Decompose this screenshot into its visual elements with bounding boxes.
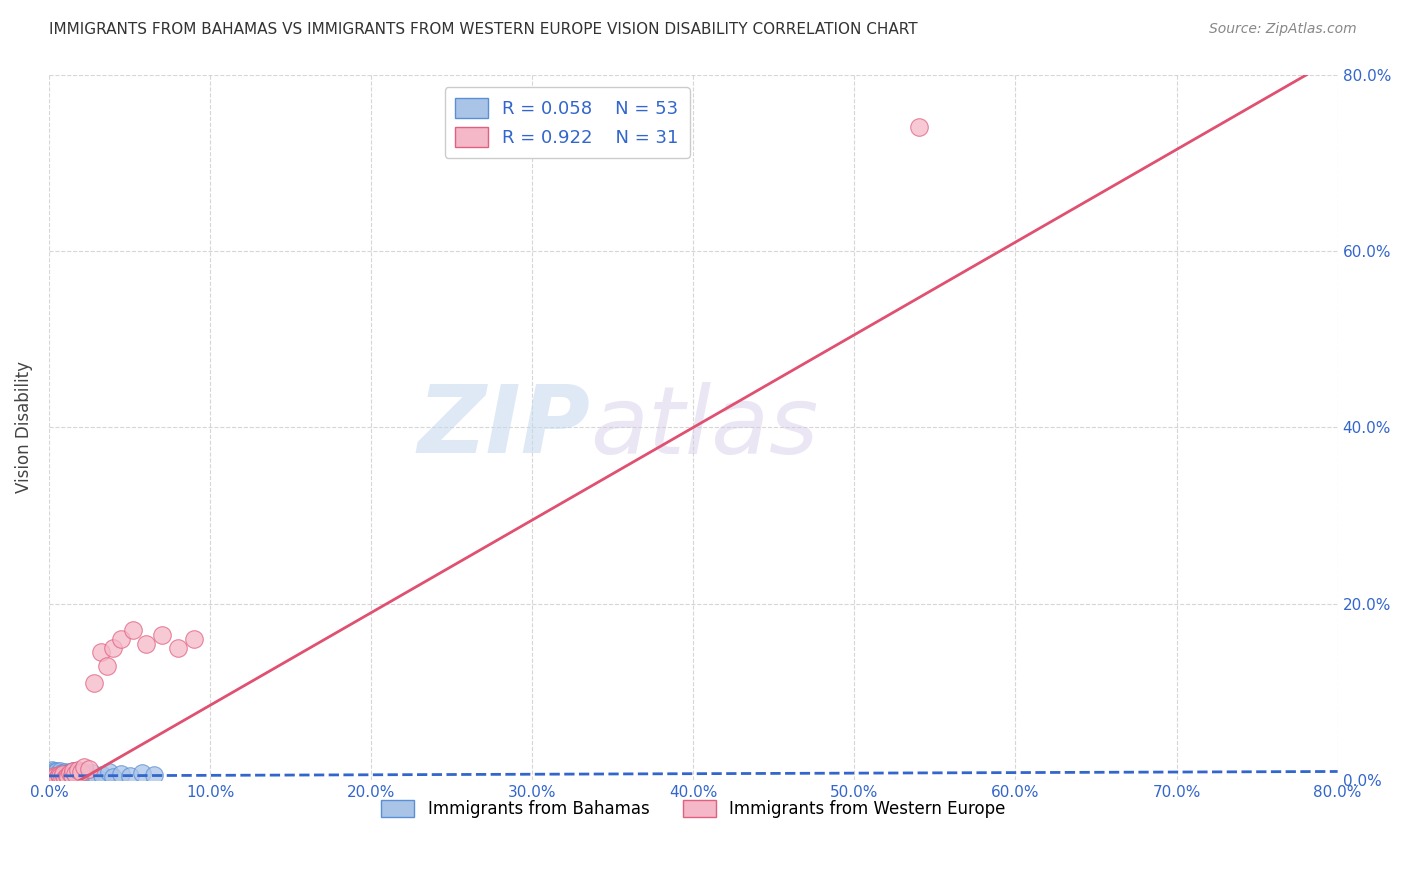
Point [42,766,65,780]
Point [70,765,93,780]
Point [42,764,65,779]
Point [48,770,70,784]
Point [121,624,143,638]
Point [52,767,75,781]
Point [65,769,87,783]
Point [118,769,141,783]
Point [48,766,70,780]
Point [135,636,157,650]
Point [166,640,188,655]
Point [48,768,70,782]
Point [58,770,80,784]
Point [72,765,94,780]
Legend: Immigrants from Bahamas, Immigrants from Western Europe: Immigrants from Bahamas, Immigrants from… [374,793,1012,825]
Point [82,766,104,780]
Text: Source: ZipAtlas.com: Source: ZipAtlas.com [1209,22,1357,37]
Point [55,769,77,783]
Point [97,765,120,780]
Point [62,764,84,779]
Point [49,764,72,779]
Point [91,768,114,782]
Point [60,771,83,785]
Point [62,764,84,779]
Point [44,768,66,782]
Point [73,770,96,784]
Point [908,120,931,135]
Point [55,769,77,783]
Text: IMMIGRANTS FROM BAHAMAS VS IMMIGRANTS FROM WESTERN EUROPE VISION DISABILITY CORR: IMMIGRANTS FROM BAHAMAS VS IMMIGRANTS FR… [49,22,918,37]
Point [63,767,86,781]
Point [51,769,73,783]
Point [44,765,66,780]
Point [59,769,82,783]
Point [59,766,82,780]
Point [42,770,65,784]
Point [58,767,80,781]
Point [77,762,100,776]
Point [69,771,91,785]
Point [52,770,75,784]
Point [60,768,83,782]
Point [103,770,125,784]
Point [59,765,82,780]
Point [58,770,80,784]
Point [53,771,76,785]
Point [53,765,76,780]
Point [77,769,100,783]
Point [70,768,93,782]
Y-axis label: Vision Disability: Vision Disability [15,361,32,493]
Point [49,769,72,783]
Point [53,771,76,785]
Point [46,764,69,778]
Point [49,768,72,782]
Point [53,768,76,782]
Point [51,771,73,785]
Point [75,767,97,781]
Point [110,632,132,647]
Point [142,768,165,782]
Point [63,767,86,781]
Point [44,770,66,784]
Point [41,772,63,786]
Text: atlas: atlas [591,382,818,473]
Point [96,658,118,673]
Point [183,632,205,647]
Text: ZIP: ZIP [418,382,591,474]
Point [62,768,84,782]
Point [41,763,63,777]
Point [52,767,75,781]
Point [46,771,69,785]
Point [55,766,77,780]
Point [83,676,105,690]
Point [89,645,111,659]
Point [110,767,132,781]
Point [63,770,86,784]
Point [150,628,173,642]
Point [46,767,69,781]
Point [66,763,89,777]
Point [51,770,73,784]
Point [73,760,96,774]
Point [42,769,65,783]
Point [48,771,70,785]
Point [86,771,108,785]
Point [39,771,62,785]
Point [46,769,69,783]
Point [66,766,89,780]
Point [51,766,73,780]
Point [44,771,66,785]
Point [39,769,62,783]
Point [103,640,125,655]
Point [41,771,63,785]
Point [131,766,153,780]
